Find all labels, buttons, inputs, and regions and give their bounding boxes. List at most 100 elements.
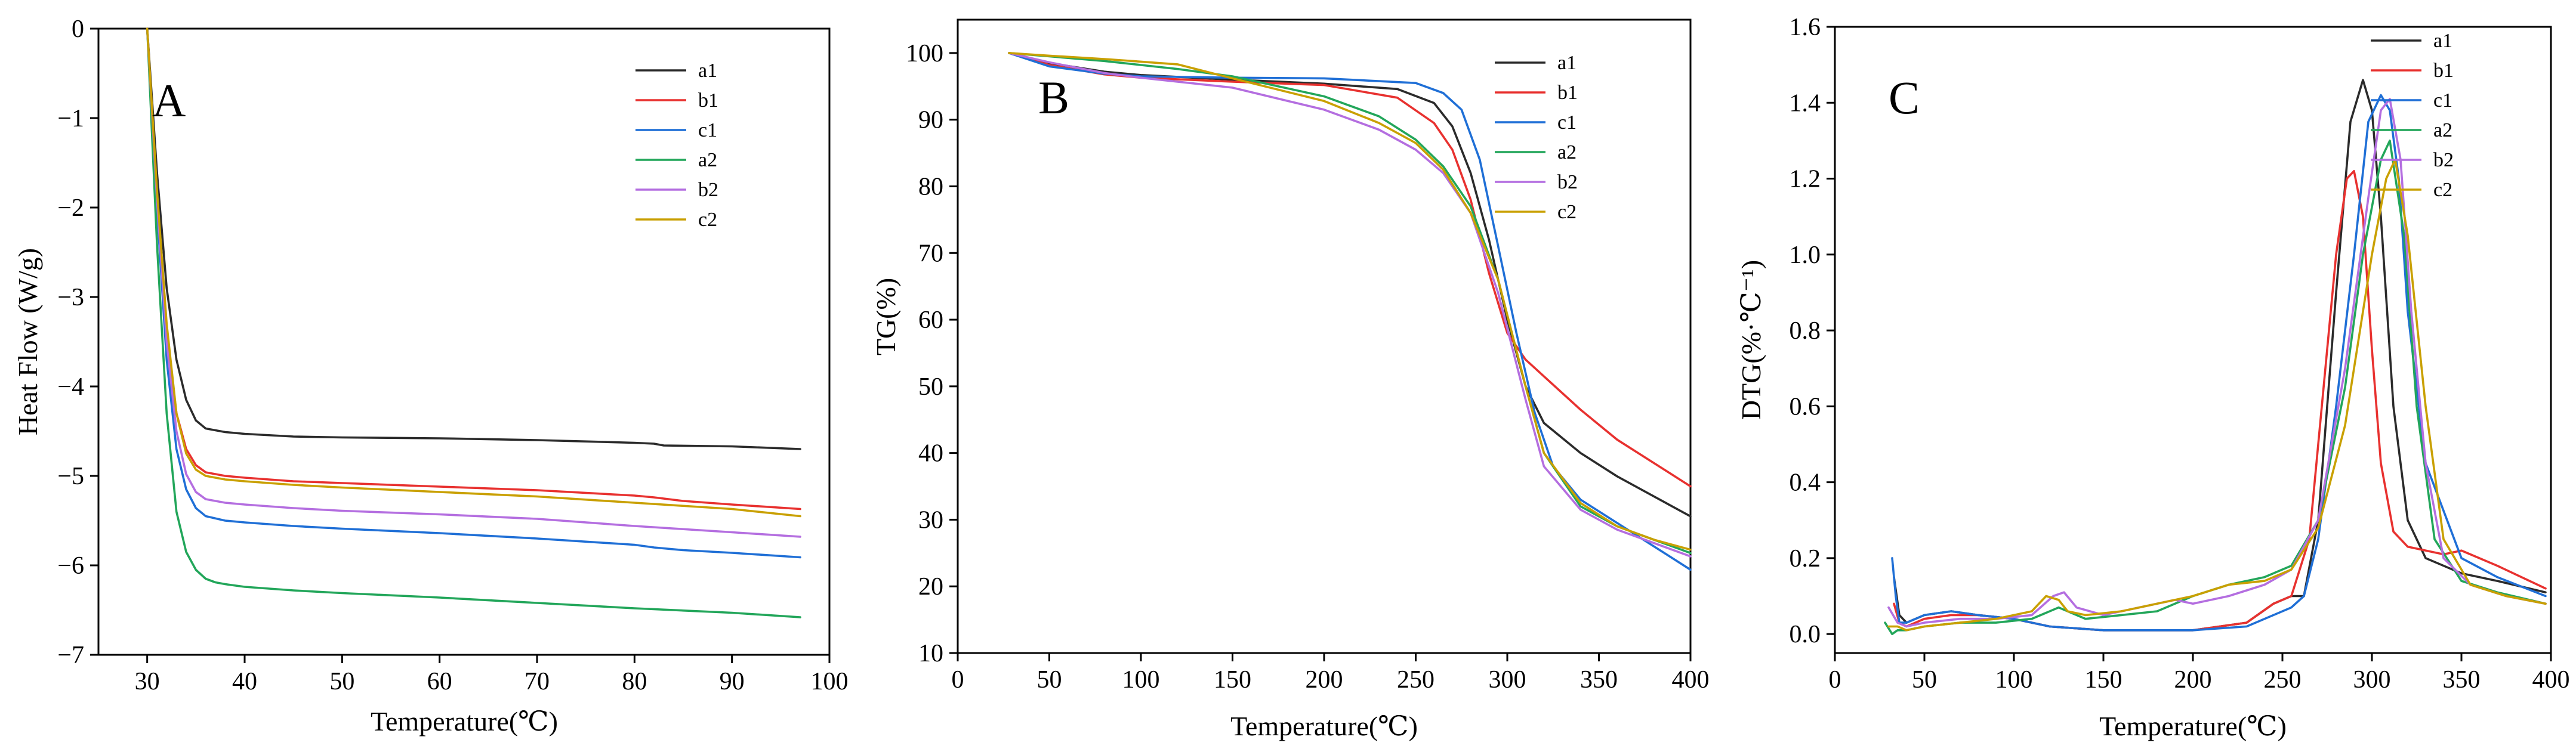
panel-a-legend-label-b1: b1 bbox=[698, 89, 718, 112]
panel-b-x-tick-label: 100 bbox=[1122, 666, 1160, 694]
panel-a-series-a1 bbox=[146, 27, 801, 450]
panel-a-y-tick-label: 0 bbox=[72, 16, 84, 43]
panel-b-x-tick-label: 400 bbox=[1672, 666, 1710, 694]
panel-b-y-tick-label: 60 bbox=[918, 307, 943, 334]
panel-b-y-tick-label: 100 bbox=[906, 40, 943, 67]
panel-c-x-tick-label: 150 bbox=[2085, 666, 2122, 694]
panel-b-y-tick-label: 90 bbox=[918, 107, 943, 134]
panel-c-y-tick-label: 1.2 bbox=[1790, 166, 1821, 193]
panel-b-legend-label-b1: b1 bbox=[1557, 82, 1578, 104]
panel-b-series-a1 bbox=[1008, 52, 1692, 518]
panel-a-y-tick-label: −5 bbox=[57, 463, 84, 490]
panel-a-x-tick-label: 60 bbox=[427, 668, 452, 695]
panel-b-ticks bbox=[949, 52, 1692, 661]
panel-b-legend-label-a1: a1 bbox=[1557, 52, 1577, 74]
panel-b-y-tick-label: 70 bbox=[918, 240, 943, 267]
panel-a-series bbox=[146, 27, 801, 618]
panel-b-y-tick-label: 20 bbox=[918, 573, 943, 601]
panel-c-legend: a1 b1 c1 a2 b2 c2 bbox=[2371, 30, 2454, 201]
panel-c-x-tick-label: 0 bbox=[1829, 666, 1841, 694]
panel-c-x-tick-label: 100 bbox=[1995, 666, 2033, 694]
panel-a-legend-label-a2: a2 bbox=[698, 149, 717, 171]
panel-a-x-axis-label: Temperature(℃) bbox=[371, 706, 558, 737]
panel-a-legend-label-c1: c1 bbox=[698, 119, 717, 141]
panel-b-x-tick-label: 200 bbox=[1306, 666, 1343, 694]
panel-c-legend-label-b2: b2 bbox=[2433, 149, 2454, 171]
panel-c-y-tick-label: 0.0 bbox=[1790, 621, 1821, 648]
panel-c-x-tick-label: 200 bbox=[2174, 666, 2212, 694]
panel-b-y-tick-label: 10 bbox=[918, 640, 943, 667]
panel-a-y-tick-label: −7 bbox=[57, 642, 84, 669]
panel-b-y-tick-label: 40 bbox=[918, 440, 943, 468]
panel-b-series-b2 bbox=[1008, 52, 1692, 558]
panel-c-ticks bbox=[1827, 26, 2552, 661]
panel-c-letter: C bbox=[1889, 72, 1920, 123]
panel-b-x-tick-label: 50 bbox=[1037, 666, 1062, 694]
panel-b-y-tick-label: 50 bbox=[918, 373, 943, 401]
panel-c-y-tick-label: 1.6 bbox=[1790, 14, 1821, 41]
panel-a-letter: A bbox=[152, 75, 186, 126]
panel-b-y-tick-label: 80 bbox=[918, 173, 943, 200]
panel-c-legend-label-b1: b1 bbox=[2433, 60, 2454, 82]
panel-a-y-tick-label: −1 bbox=[57, 105, 84, 132]
panel-a-x-tick-label: 80 bbox=[622, 668, 647, 695]
panel-b-legend-label-b2: b2 bbox=[1557, 171, 1578, 193]
panel-c-legend-label-c1: c1 bbox=[2433, 89, 2452, 112]
panel-a-legend-label-a1: a1 bbox=[698, 60, 717, 82]
panel-c-tick-labels: 0 50 100 150 200 250 300 350 400 0.0 0.2 0.4 0.6 0.8 1… bbox=[1790, 14, 2570, 694]
panel-c-legend-label-c2: c2 bbox=[2433, 179, 2452, 201]
panel-b-series-c1 bbox=[1008, 52, 1692, 571]
panel-b-x-tick-label: 250 bbox=[1397, 666, 1434, 694]
panel-c-series-c1 bbox=[1891, 94, 2547, 632]
panel-c-series bbox=[1884, 79, 2547, 635]
panel-b-legend-label-c1: c1 bbox=[1557, 112, 1577, 134]
panel-c-x-tick-label: 250 bbox=[2264, 666, 2302, 694]
panel-c-series-c2 bbox=[1887, 158, 2547, 632]
panel-c-y-tick-label: 0.2 bbox=[1790, 545, 1821, 573]
panel-b-letter: B bbox=[1038, 72, 1069, 123]
panel-a-series-c2 bbox=[146, 27, 801, 518]
panel-b-tick-labels: 0 50 100 150 200 250 300 350 400 10 20 30 40 50 60 70 80… bbox=[906, 40, 1710, 694]
panel-a-x-tick-label: 40 bbox=[232, 668, 257, 695]
panel-c-y-tick-label: 0.6 bbox=[1790, 393, 1821, 420]
panel-a-frame bbox=[97, 27, 831, 656]
panel-a-x-tick-label: 100 bbox=[811, 668, 849, 695]
panel-c-y-tick-label: 1.0 bbox=[1790, 242, 1821, 269]
panel-b-x-tick-label: 300 bbox=[1489, 666, 1526, 694]
panel-c-x-tick-label: 300 bbox=[2353, 666, 2391, 694]
panel-b-legend: a1 b1 c1 a2 b2 c2 bbox=[1495, 52, 1578, 223]
panel-c-series-b1 bbox=[1893, 170, 2547, 632]
panel-c-legend-label-a1: a1 bbox=[2433, 30, 2452, 52]
panel-c-x-tick-label: 400 bbox=[2532, 666, 2570, 694]
panel-b-x-tick-label: 150 bbox=[1214, 666, 1251, 694]
panel-b-x-tick-label: 350 bbox=[1580, 666, 1618, 694]
panel-a-series-c1 bbox=[146, 27, 801, 559]
panel-a-x-tick-label: 50 bbox=[329, 668, 354, 695]
panel-c-y-axis-label: DTG(%·℃⁻¹) bbox=[1736, 260, 1766, 420]
panel-a-y-tick-label: −3 bbox=[57, 284, 84, 311]
panel-a-y-tick-label: −2 bbox=[57, 194, 84, 222]
panel-a-x-tick-label: 90 bbox=[720, 668, 745, 695]
panel-c-series-b2 bbox=[1887, 98, 2547, 628]
panel-c: 0 50 100 150 200 250 300 350 400 0.0 0.2 0.4 0.6 0.8 1… bbox=[1736, 14, 2570, 741]
panel-a-ticks bbox=[90, 27, 831, 663]
panel-c-y-tick-label: 0.4 bbox=[1790, 469, 1821, 497]
panel-a-series-a2 bbox=[146, 27, 801, 618]
panel-c-legend-label-a2: a2 bbox=[2433, 119, 2452, 141]
panel-a-tick-labels: 30 40 50 60 70 80 90 100 0 −1 −2 −3 −4 −5 −6 −7 bbox=[57, 16, 848, 695]
panel-b: 0 50 100 150 200 250 300 350 400 10 20 30 40 50 60 70 80… bbox=[871, 18, 1710, 741]
panel-b-series-c2 bbox=[1008, 52, 1692, 551]
panel-b-legend-label-c2: c2 bbox=[1557, 201, 1577, 223]
panel-a-legend-label-b2: b2 bbox=[698, 179, 718, 201]
panel-a-legend-label-c2: c2 bbox=[698, 209, 717, 231]
panel-c-x-tick-label: 50 bbox=[1912, 666, 1937, 694]
panel-a-y-tick-label: −4 bbox=[57, 373, 84, 401]
panel-b-series-a2 bbox=[1008, 52, 1692, 555]
panel-b-x-tick-label: 0 bbox=[952, 666, 964, 694]
panel-b-legend-label-a2: a2 bbox=[1557, 141, 1577, 163]
panel-c-x-axis-label: Temperature(℃) bbox=[2099, 711, 2287, 741]
panel-a-series-b2 bbox=[146, 27, 801, 538]
panel-a-y-axis-label: Heat Flow (W/g) bbox=[13, 248, 43, 435]
